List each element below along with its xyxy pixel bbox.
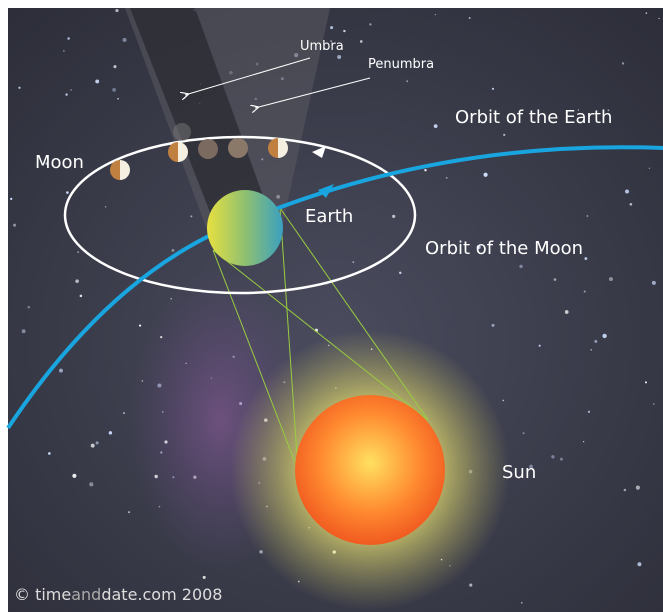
star xyxy=(483,173,487,177)
star xyxy=(435,14,436,15)
star xyxy=(22,329,26,333)
star xyxy=(565,310,569,314)
star xyxy=(469,583,472,586)
star xyxy=(392,215,395,218)
star xyxy=(636,486,640,490)
star xyxy=(13,224,16,227)
star xyxy=(637,562,641,566)
star xyxy=(369,23,371,25)
moon-orbit-label: Orbit of the Moon xyxy=(425,238,583,259)
star xyxy=(519,265,522,268)
star xyxy=(554,278,557,281)
moon-label: Moon xyxy=(35,152,84,173)
sun-label: Sun xyxy=(502,462,536,483)
star xyxy=(59,369,63,373)
star xyxy=(434,124,438,128)
star xyxy=(115,9,118,12)
star xyxy=(602,334,606,338)
star xyxy=(469,17,471,19)
star xyxy=(539,345,541,347)
star xyxy=(646,12,648,14)
star xyxy=(10,198,12,200)
star xyxy=(588,411,590,413)
star xyxy=(551,455,554,458)
star xyxy=(139,324,141,326)
credit: © timeanddate.com 2008 xyxy=(14,585,222,604)
star xyxy=(89,482,93,486)
earth xyxy=(207,190,283,266)
star xyxy=(28,306,31,309)
star xyxy=(190,215,192,217)
star xyxy=(649,168,650,169)
star xyxy=(113,65,116,68)
star xyxy=(630,203,633,206)
star xyxy=(406,80,408,82)
star xyxy=(330,26,333,29)
star xyxy=(95,79,99,83)
umbra-label: Umbra xyxy=(300,39,344,54)
star xyxy=(424,169,426,171)
star xyxy=(63,50,65,52)
eclipse-diagram: Umbra Penumbra Orbit of the Earth Moon E… xyxy=(0,0,663,612)
credit-prefix: © time xyxy=(14,585,71,604)
star xyxy=(66,191,69,194)
star xyxy=(492,324,495,327)
star xyxy=(65,93,67,95)
penumbra-label: Penumbra xyxy=(368,57,434,72)
star xyxy=(203,576,206,579)
star xyxy=(521,602,523,604)
star xyxy=(109,431,112,434)
star xyxy=(584,257,587,260)
earth-orbit-label: Orbit of the Earth xyxy=(455,107,612,128)
star xyxy=(128,511,130,513)
star xyxy=(503,134,505,136)
credit-middle: and xyxy=(71,585,101,604)
star xyxy=(590,349,591,350)
star xyxy=(446,177,448,179)
star xyxy=(586,215,588,217)
star xyxy=(625,190,629,194)
star xyxy=(112,88,116,92)
star xyxy=(584,291,586,293)
star xyxy=(91,444,95,448)
star xyxy=(502,400,504,402)
star xyxy=(72,474,76,478)
star xyxy=(70,89,71,90)
credit-suffix: date.com 2008 xyxy=(101,585,222,604)
star xyxy=(80,295,83,298)
star xyxy=(18,87,20,89)
star xyxy=(652,281,656,285)
star xyxy=(96,441,99,444)
star xyxy=(171,249,174,252)
star xyxy=(337,55,341,59)
star xyxy=(123,412,125,414)
star xyxy=(343,30,345,32)
star xyxy=(658,18,659,19)
star xyxy=(560,458,563,461)
star xyxy=(117,98,119,100)
star xyxy=(75,279,79,283)
star xyxy=(645,381,647,383)
star xyxy=(105,206,107,208)
sun xyxy=(295,395,445,545)
star xyxy=(653,403,655,405)
star xyxy=(360,40,363,43)
star xyxy=(67,37,70,40)
star xyxy=(399,272,401,274)
earth-label: Earth xyxy=(305,206,353,227)
star xyxy=(122,38,126,42)
star xyxy=(77,251,79,253)
star xyxy=(352,261,354,263)
star xyxy=(594,340,597,343)
star xyxy=(48,452,51,455)
star xyxy=(583,441,584,442)
star xyxy=(492,88,494,90)
star xyxy=(609,277,613,281)
star xyxy=(624,489,627,492)
star xyxy=(523,432,525,434)
star xyxy=(622,62,624,64)
